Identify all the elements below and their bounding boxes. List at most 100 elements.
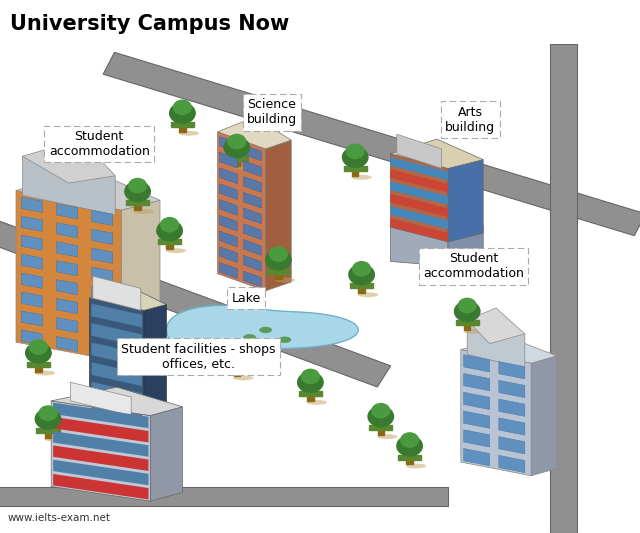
Polygon shape xyxy=(56,261,77,276)
Polygon shape xyxy=(220,263,237,278)
Polygon shape xyxy=(92,286,113,301)
Polygon shape xyxy=(220,152,237,168)
Polygon shape xyxy=(390,154,448,242)
Polygon shape xyxy=(220,168,237,184)
Bar xyxy=(36,428,60,433)
Polygon shape xyxy=(21,311,42,326)
Polygon shape xyxy=(53,459,148,485)
Ellipse shape xyxy=(307,400,327,405)
Ellipse shape xyxy=(269,246,288,262)
Polygon shape xyxy=(90,286,166,310)
Polygon shape xyxy=(467,320,525,368)
Ellipse shape xyxy=(233,165,253,170)
Ellipse shape xyxy=(458,297,477,313)
Ellipse shape xyxy=(371,403,390,418)
Polygon shape xyxy=(390,219,448,241)
Polygon shape xyxy=(144,304,166,428)
Polygon shape xyxy=(499,361,525,379)
Polygon shape xyxy=(166,305,358,354)
Ellipse shape xyxy=(169,102,196,124)
Polygon shape xyxy=(463,430,490,447)
Polygon shape xyxy=(122,200,160,362)
Bar xyxy=(166,242,173,249)
Polygon shape xyxy=(92,324,113,340)
Polygon shape xyxy=(218,117,291,149)
Ellipse shape xyxy=(44,437,65,441)
Polygon shape xyxy=(92,305,113,320)
Ellipse shape xyxy=(454,301,481,322)
Bar xyxy=(35,364,42,372)
Polygon shape xyxy=(390,157,448,180)
Polygon shape xyxy=(463,411,490,429)
Ellipse shape xyxy=(377,434,397,439)
Ellipse shape xyxy=(128,178,147,193)
Polygon shape xyxy=(92,248,113,263)
Ellipse shape xyxy=(406,464,426,469)
Bar xyxy=(344,166,367,171)
Text: Arts
building: Arts building xyxy=(445,106,495,134)
Polygon shape xyxy=(220,136,237,152)
Polygon shape xyxy=(21,235,42,251)
Polygon shape xyxy=(56,279,77,295)
Bar xyxy=(352,168,358,176)
Ellipse shape xyxy=(160,217,179,232)
Bar xyxy=(307,393,314,401)
Ellipse shape xyxy=(400,432,419,448)
Bar xyxy=(134,203,141,210)
Ellipse shape xyxy=(265,249,292,271)
Bar xyxy=(464,322,470,330)
Polygon shape xyxy=(499,381,525,398)
Polygon shape xyxy=(390,169,448,192)
Polygon shape xyxy=(244,192,261,208)
Polygon shape xyxy=(244,255,261,271)
Polygon shape xyxy=(92,382,142,406)
Bar xyxy=(369,425,392,430)
Ellipse shape xyxy=(348,264,375,285)
Ellipse shape xyxy=(342,147,369,168)
Polygon shape xyxy=(390,206,448,229)
Polygon shape xyxy=(16,190,122,362)
Polygon shape xyxy=(220,231,237,247)
Polygon shape xyxy=(550,44,577,533)
Polygon shape xyxy=(92,210,113,225)
Polygon shape xyxy=(390,194,448,217)
Polygon shape xyxy=(244,239,261,255)
Polygon shape xyxy=(390,139,483,168)
Ellipse shape xyxy=(301,369,320,384)
Bar xyxy=(275,271,282,279)
Polygon shape xyxy=(53,402,148,428)
Polygon shape xyxy=(21,330,42,345)
Polygon shape xyxy=(92,362,142,386)
Polygon shape xyxy=(103,52,640,236)
Polygon shape xyxy=(92,323,142,347)
Ellipse shape xyxy=(156,220,183,241)
Text: University Campus Now: University Campus Now xyxy=(10,14,289,34)
Polygon shape xyxy=(448,160,483,242)
Polygon shape xyxy=(21,292,42,307)
Polygon shape xyxy=(51,401,150,501)
Polygon shape xyxy=(531,356,557,476)
Ellipse shape xyxy=(134,209,154,214)
Polygon shape xyxy=(499,399,525,416)
Ellipse shape xyxy=(463,329,484,334)
Text: Student facilities - shops
offices, etc.: Student facilities - shops offices, etc. xyxy=(121,343,276,371)
Polygon shape xyxy=(499,437,525,454)
Ellipse shape xyxy=(352,261,371,277)
Bar xyxy=(358,286,365,293)
Bar xyxy=(45,430,51,438)
Polygon shape xyxy=(53,474,148,499)
Polygon shape xyxy=(266,140,291,291)
Polygon shape xyxy=(56,204,77,219)
Ellipse shape xyxy=(351,175,372,180)
Bar xyxy=(299,391,322,396)
Polygon shape xyxy=(463,374,490,391)
Polygon shape xyxy=(218,132,266,291)
Bar xyxy=(158,239,181,244)
Polygon shape xyxy=(461,350,531,476)
Bar xyxy=(225,367,248,372)
Bar xyxy=(27,362,50,367)
Polygon shape xyxy=(448,226,483,266)
Polygon shape xyxy=(92,401,142,425)
Bar xyxy=(406,457,413,464)
Polygon shape xyxy=(21,197,42,213)
